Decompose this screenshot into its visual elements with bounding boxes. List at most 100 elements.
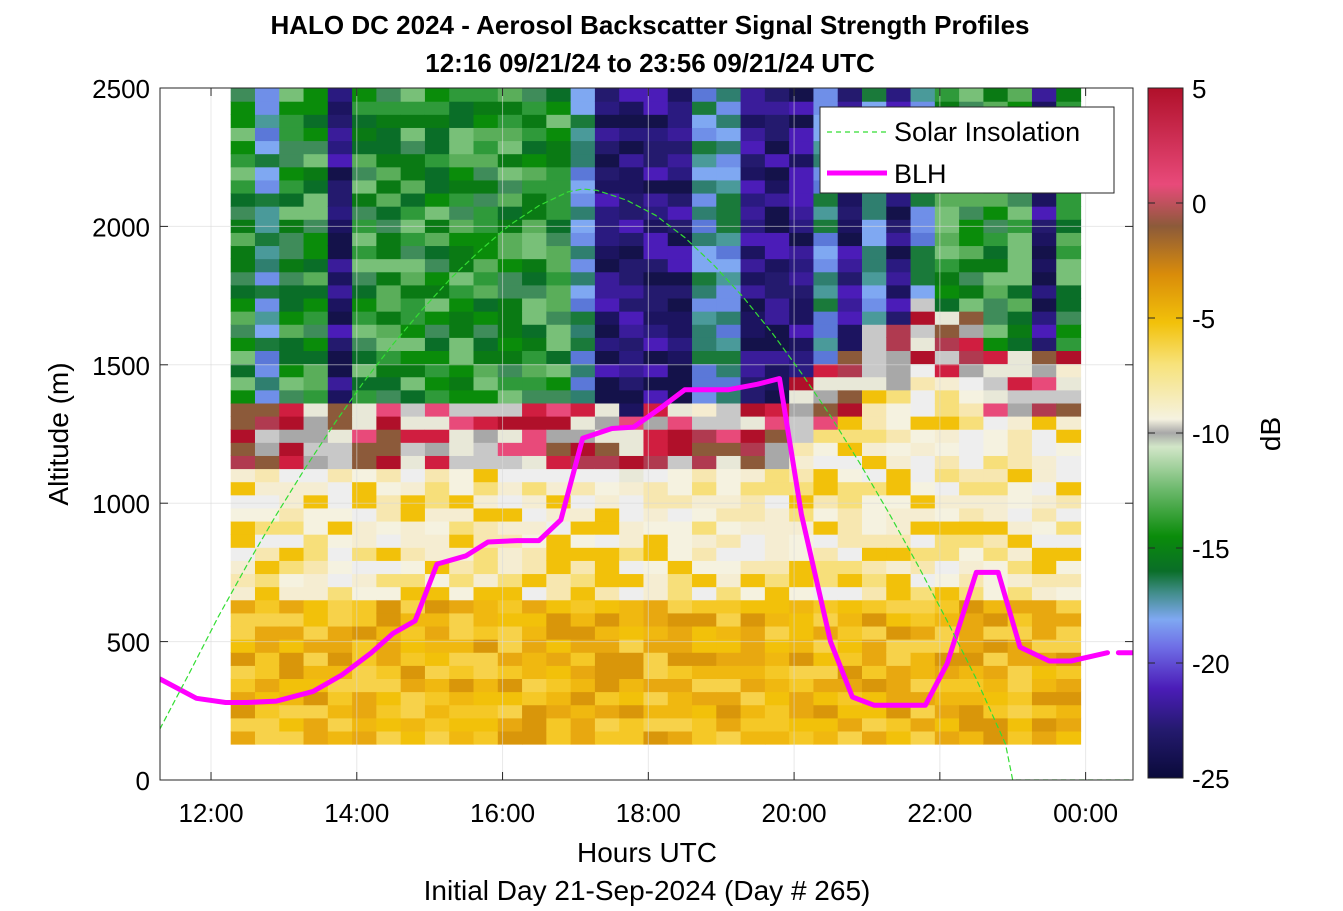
heatmap-cell <box>352 389 377 404</box>
heatmap-cell <box>327 481 353 496</box>
heatmap-cell <box>449 192 475 207</box>
heatmap-cell <box>959 481 984 496</box>
heatmap-cell <box>643 416 669 430</box>
heatmap-cell <box>934 599 960 614</box>
heatmap-cell <box>327 101 353 115</box>
heatmap-cell <box>546 625 572 640</box>
heatmap-cell <box>400 717 426 732</box>
heatmap-cell <box>837 297 863 312</box>
heatmap-cell <box>910 678 936 693</box>
heatmap-cell <box>837 311 863 325</box>
heatmap-cell <box>449 520 475 535</box>
heatmap-cell <box>716 258 742 273</box>
heatmap-cell <box>764 665 790 680</box>
heatmap-cell <box>910 389 936 404</box>
heatmap-cell <box>983 639 1009 653</box>
heatmap-cell <box>594 140 620 155</box>
heatmap-cell <box>522 324 547 338</box>
heatmap-cell <box>740 206 766 220</box>
heatmap-cell <box>740 442 766 456</box>
heatmap-cell <box>279 468 305 483</box>
heatmap-cell <box>230 363 256 378</box>
heatmap-cell <box>619 127 645 142</box>
heatmap-cell <box>862 402 887 417</box>
heatmap-cell <box>473 612 499 627</box>
heatmap-cell <box>497 258 523 273</box>
heatmap-cell <box>352 547 377 561</box>
heatmap-cell <box>910 520 936 535</box>
heatmap-cell <box>789 573 815 588</box>
heatmap-cell <box>934 402 960 417</box>
heatmap-cell <box>983 337 1009 352</box>
heatmap-cell <box>643 88 669 102</box>
heatmap-cell <box>667 573 693 588</box>
heatmap-cell <box>983 652 1009 666</box>
heatmap-cell <box>1031 88 1057 102</box>
heatmap-cell <box>473 625 499 640</box>
plot-area <box>159 87 1134 781</box>
heatmap-cell <box>352 297 377 312</box>
heatmap-cell <box>594 717 620 732</box>
heatmap-cell <box>570 717 596 732</box>
heatmap-cell <box>716 586 742 601</box>
heatmap-cell <box>716 337 742 352</box>
heatmap-cell <box>619 88 645 102</box>
heatmap-cell <box>352 468 377 483</box>
heatmap-cell <box>934 206 960 220</box>
heatmap-cell <box>692 114 717 128</box>
heatmap-cell <box>789 206 815 220</box>
heatmap-cell <box>376 284 402 299</box>
heatmap-cell <box>1007 245 1033 260</box>
heatmap-cell <box>254 271 280 286</box>
heatmap-cell <box>716 271 742 286</box>
heatmap-cell <box>424 416 450 430</box>
heatmap-cell <box>376 678 402 693</box>
heatmap-cell <box>667 481 693 496</box>
heatmap-cell <box>789 363 815 378</box>
heatmap-cell <box>1056 88 1082 102</box>
heatmap-cell <box>497 324 523 338</box>
heatmap-cell <box>303 140 329 155</box>
heatmap-cell <box>254 101 280 115</box>
heatmap-cell <box>570 468 596 483</box>
heatmap-cell <box>303 389 329 404</box>
heatmap-cell <box>424 481 450 496</box>
heatmap-cell <box>643 494 669 509</box>
heatmap-cell <box>934 494 960 509</box>
heatmap-cell <box>1031 573 1057 588</box>
heatmap-cell <box>352 416 377 430</box>
heatmap-cell <box>692 468 717 483</box>
heatmap-cell <box>279 652 305 666</box>
heatmap-cell <box>910 599 936 614</box>
heatmap-cell <box>959 717 984 732</box>
heatmap-cell <box>740 179 766 194</box>
heatmap-cell <box>424 442 450 456</box>
heatmap-cell <box>983 730 1009 745</box>
chart-subtitle: 12:16 09/21/24 to 23:56 09/21/24 UTC <box>425 48 875 78</box>
heatmap-cell <box>837 363 863 378</box>
heatmap-cell <box>886 507 912 522</box>
heatmap-cell <box>473 101 499 115</box>
heatmap-cell <box>594 665 620 680</box>
heatmap-cell <box>473 271 499 286</box>
heatmap-cell <box>934 245 960 260</box>
heatmap-cell <box>594 691 620 706</box>
heatmap-cell <box>497 481 523 496</box>
heatmap-cell <box>740 599 766 614</box>
heatmap-cell <box>983 717 1009 732</box>
heatmap-cell <box>619 665 645 680</box>
heatmap-cell <box>1031 717 1057 732</box>
heatmap-cell <box>716 573 742 588</box>
heatmap-cell <box>522 311 547 325</box>
heatmap-cell <box>813 560 839 575</box>
heatmap-cell <box>449 442 475 456</box>
heatmap-cell <box>473 258 499 273</box>
heatmap-cell <box>303 206 329 220</box>
heatmap-cell <box>619 258 645 273</box>
heatmap-cell <box>1031 704 1057 719</box>
heatmap-cell <box>546 389 572 404</box>
heatmap-cell <box>740 665 766 680</box>
heatmap-cell <box>619 271 645 286</box>
heatmap-cell <box>764 166 790 181</box>
heatmap-cell <box>522 376 547 391</box>
